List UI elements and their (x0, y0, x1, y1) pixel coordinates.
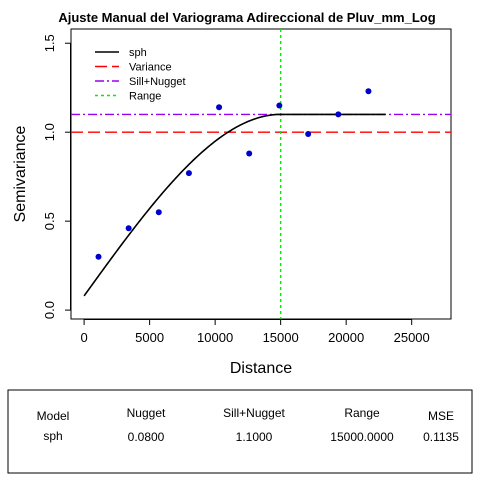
summary-table-box (7, 389, 473, 474)
table-header-sill-nugget: Sill+Nugget (223, 406, 285, 420)
x-axis-label: Distance (230, 360, 292, 377)
y-tick-label: 1.5 (42, 34, 57, 52)
x-tick-label: 15000 (263, 330, 299, 345)
x-tick-label: 25000 (394, 330, 430, 345)
data-point (335, 111, 342, 118)
data-point (246, 150, 253, 157)
table-cell-model: sph (43, 429, 62, 443)
data-point (185, 170, 192, 177)
chart-title: Ajuste Manual del Variograma Adirecciona… (58, 10, 435, 25)
data-point (216, 104, 223, 111)
legend-label-sill-nugget: Sill+Nugget (129, 76, 186, 88)
data-point (125, 225, 132, 232)
reference-lines (71, 29, 451, 319)
y-tick-label: 0.0 (42, 301, 57, 319)
legend-label-variance: Variance (129, 62, 172, 74)
table-header-mse: MSE (428, 409, 454, 423)
table-cell-range: 15000.0000 (330, 430, 394, 444)
legend: sph Variance Sill+Nugget Range (95, 47, 186, 103)
x-tick-label: 10000 (197, 330, 233, 345)
data-point (365, 88, 372, 95)
y-axis: 0.0 0.5 1.0 1.5 (42, 34, 71, 319)
model-curve-sph (83, 113, 386, 297)
y-tick-label: 1.0 (42, 123, 57, 141)
x-axis: 0 5000 10000 15000 20000 25000 (80, 319, 430, 345)
table-header-nugget: Nugget (127, 406, 166, 420)
data-point (276, 102, 283, 109)
legend-label-range: Range (129, 91, 161, 103)
data-point (305, 130, 312, 137)
x-tick-label: 20000 (328, 330, 364, 345)
table-header-range: Range (344, 406, 380, 420)
data-point (95, 253, 102, 260)
table-cell-mse: 0.1135 (423, 430, 459, 444)
x-tick-label: 5000 (135, 330, 164, 345)
y-axis-label: Semivariance (12, 125, 29, 222)
table-header-model: Model (37, 409, 70, 423)
data-point (155, 209, 162, 216)
plot-frame (70, 28, 452, 320)
table-cell-nugget: 0.0800 (128, 430, 165, 444)
legend-label-sph: sph (129, 47, 147, 59)
table-cell-sill-nugget: 1.1000 (236, 430, 273, 444)
data-points (95, 88, 372, 260)
y-tick-label: 0.5 (42, 212, 57, 230)
x-tick-label: 0 (80, 330, 87, 345)
